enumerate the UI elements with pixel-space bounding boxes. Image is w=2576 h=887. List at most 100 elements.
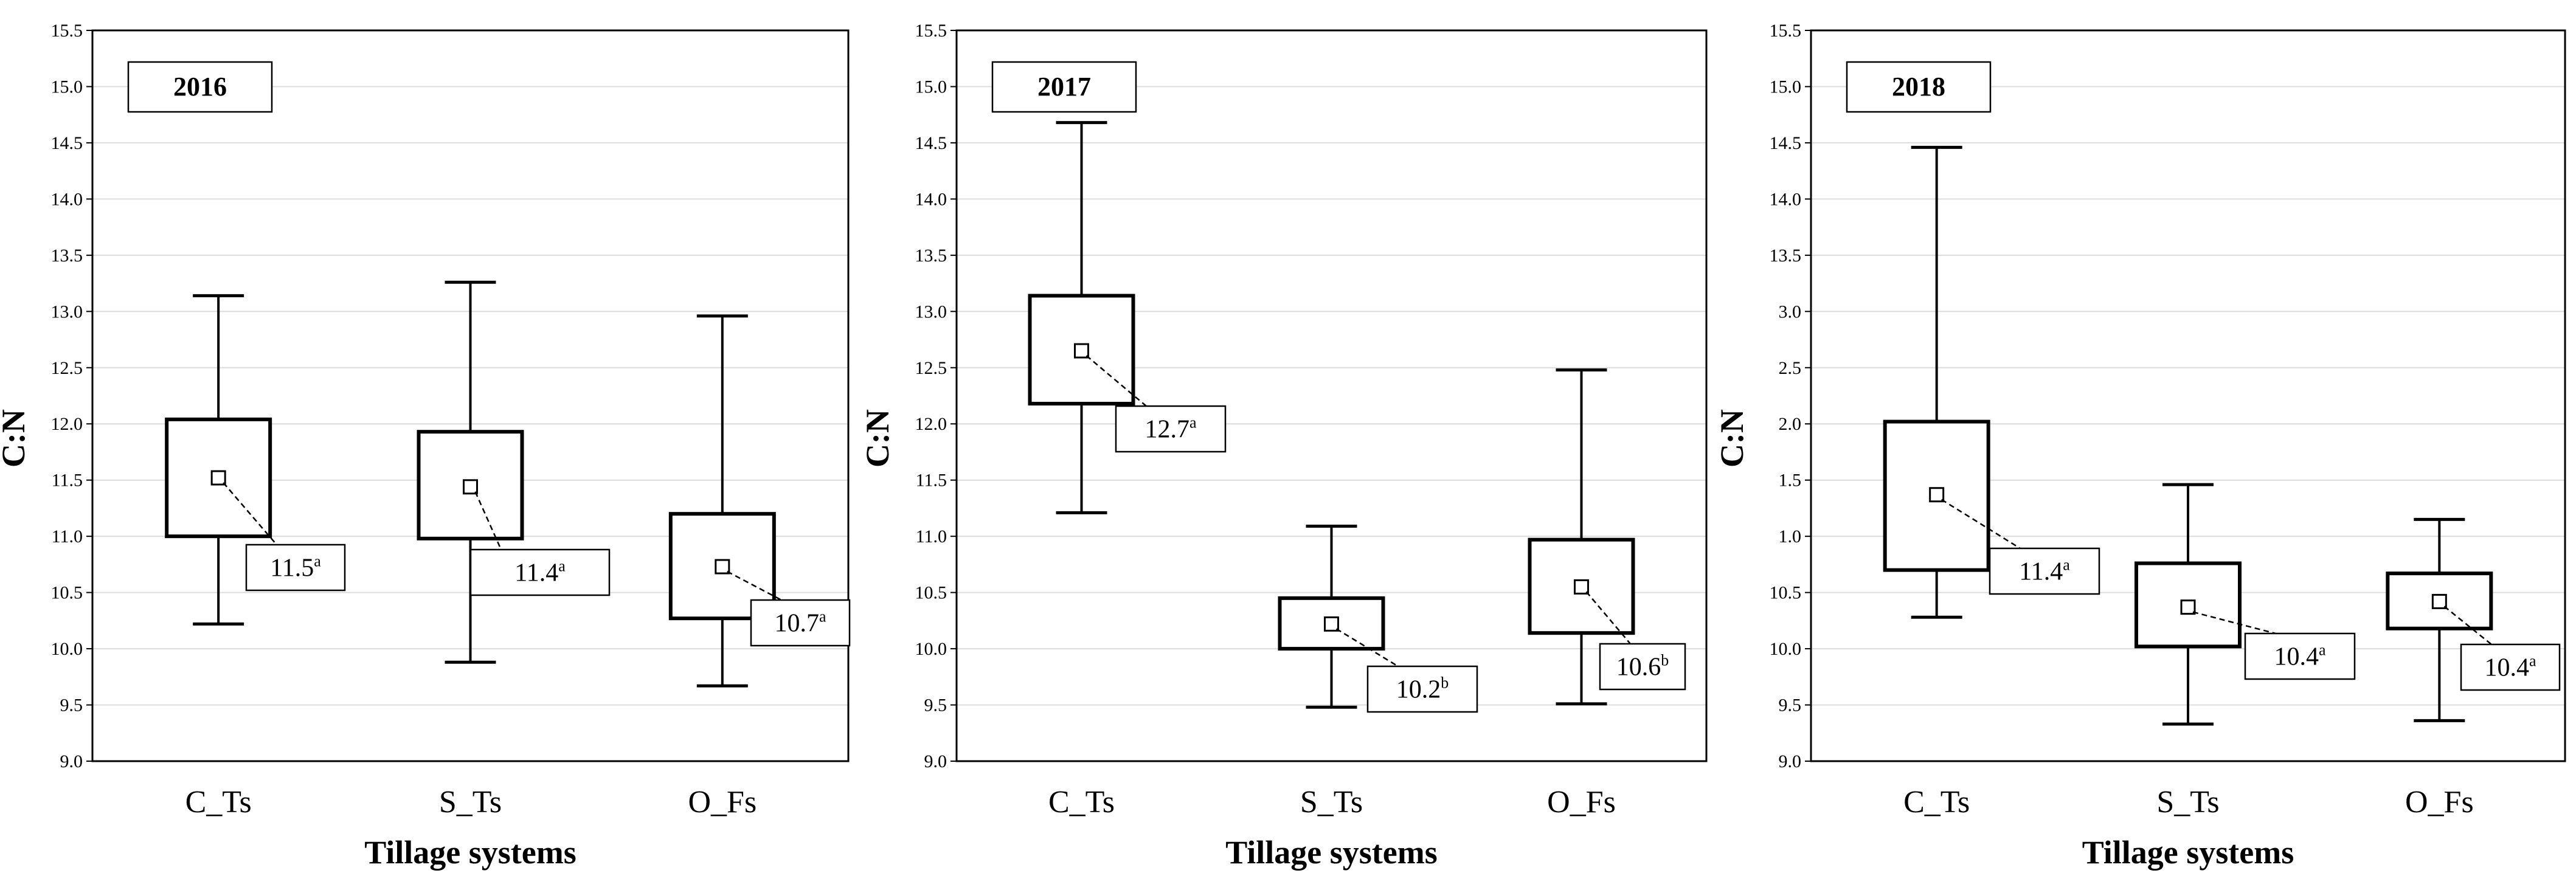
mean-value-label: 10.4a xyxy=(2274,641,2326,671)
y-tick-label: 12.0 xyxy=(915,414,947,434)
y-tick-label: 3.0 xyxy=(1779,302,1802,322)
significance-letter: a xyxy=(558,557,566,575)
y-tick-label: 10.5 xyxy=(1770,583,1802,603)
y-tick-label: 11.5 xyxy=(916,471,947,491)
box-C_Ts: 11.4a xyxy=(1883,145,2100,619)
significance-letter: a xyxy=(2319,641,2326,659)
callout-leader xyxy=(2192,611,2276,635)
y-tick-label: 12.0 xyxy=(51,414,83,434)
callout-box xyxy=(750,599,851,647)
year-label: 2016 xyxy=(127,61,273,113)
y-tick-label: 12.5 xyxy=(915,358,947,378)
mean-marker xyxy=(2431,593,2447,609)
y-tick-label: 9.0 xyxy=(60,751,83,771)
box-O_Fs: 10.7a xyxy=(668,314,851,688)
chart-panel-2018: 9.0 9.5 10.0 10.5 1.0 1.5 2.0 2.5 3.0 13.5 14.0 14.… xyxy=(1714,21,2566,871)
plot-frame xyxy=(91,29,850,762)
y-tick-label: 13.0 xyxy=(915,302,947,322)
year-label-text: 2018 xyxy=(1892,72,1945,102)
y-tick-label: 11.0 xyxy=(916,526,947,547)
x-category-label: S_Ts xyxy=(2156,785,2219,820)
mean-value-label: 10.6b xyxy=(1616,652,1669,682)
mean-marker xyxy=(1074,343,1089,359)
y-tick-label: 15.0 xyxy=(1770,77,1802,97)
mean-marker xyxy=(715,559,730,575)
box-S_Ts: 10.2b xyxy=(1278,525,1478,713)
callout-box xyxy=(1115,405,1227,453)
y-axis-title: C:N xyxy=(0,409,32,468)
y-tick-label: 9.5 xyxy=(1779,695,1802,716)
callout-leader xyxy=(1941,499,2021,550)
year-label: 2017 xyxy=(991,61,1137,113)
callout-box xyxy=(469,548,611,596)
year-label: 2018 xyxy=(1846,61,1992,113)
y-tick-label: 1.0 xyxy=(1779,526,1802,547)
mean-marker xyxy=(1929,487,1945,503)
plot-frame xyxy=(1810,29,2566,762)
y-tick-label: 14.5 xyxy=(915,133,947,153)
x-category-label: O_Fs xyxy=(688,785,757,820)
mean-value-label: 12.7a xyxy=(1144,414,1197,444)
callout-leader xyxy=(727,570,782,601)
callout-box xyxy=(2244,632,2356,680)
x-axis-title: Tillage systems xyxy=(2082,834,2294,871)
x-category-label: S_Ts xyxy=(439,785,502,820)
mean-value-label: 11.4a xyxy=(514,557,566,587)
y-tick-label: 9.0 xyxy=(1779,751,1802,771)
mean-marker xyxy=(1574,579,1589,595)
x-axis-title: Tillage systems xyxy=(364,834,576,871)
callout-box xyxy=(2460,643,2561,691)
y-tick-label: 10.0 xyxy=(915,639,947,659)
mean-value-label: 11.4a xyxy=(2019,556,2070,586)
y-tick-label: 10.0 xyxy=(51,639,83,659)
callout-leader xyxy=(1585,591,1631,644)
mean-marker xyxy=(1324,616,1339,632)
x-category-label: O_Fs xyxy=(2405,785,2474,820)
x-axis-title: Tillage systems xyxy=(1225,834,1438,871)
y-tick-label: 9.5 xyxy=(60,695,83,716)
mean-value-label: 10.7a xyxy=(774,608,826,638)
y-tick-label: 15.0 xyxy=(51,77,83,97)
mean-marker xyxy=(2180,599,2196,615)
y-tick-label: 11.5 xyxy=(52,471,83,491)
y-tick-label: 13.5 xyxy=(51,246,83,266)
callout-leader xyxy=(1335,628,1399,668)
box-O_Fs: 10.4a xyxy=(2386,517,2561,722)
y-tick-label: 9.5 xyxy=(924,695,947,716)
y-tick-label: 14.0 xyxy=(51,189,83,209)
year-label-box xyxy=(127,61,273,113)
x-category-label: S_Ts xyxy=(1300,785,1363,820)
y-tick-label: 14.5 xyxy=(1770,133,1802,153)
callout-leader xyxy=(2443,606,2492,645)
box-C_Ts: 12.7a xyxy=(1028,121,1227,514)
mean-marker xyxy=(210,470,226,486)
y-tick-label: 10.0 xyxy=(1770,639,1802,659)
x-category-label: C_Ts xyxy=(1903,785,1970,820)
y-tick-label: 2.0 xyxy=(1779,414,1802,434)
box-S_Ts: 10.4a xyxy=(2135,483,2356,726)
y-tick-label: 11.0 xyxy=(52,526,83,547)
y-tick-label: 15.0 xyxy=(915,77,947,97)
significance-letter: b xyxy=(1441,674,1449,692)
callout-box xyxy=(1989,547,2100,595)
y-tick-label: 10.5 xyxy=(51,583,83,603)
y-tick-label: 15.5 xyxy=(51,21,83,41)
y-tick-label: 15.5 xyxy=(1770,21,1802,41)
x-category-label: C_Ts xyxy=(1048,785,1115,820)
y-tick-label: 14.5 xyxy=(51,133,83,153)
y-tick-label: 14.0 xyxy=(915,189,947,209)
mean-value-label: 10.2b xyxy=(1396,674,1449,704)
callout-box xyxy=(1599,643,1686,691)
callout-box xyxy=(245,544,346,592)
interquartile-box xyxy=(2386,571,2493,630)
callout-box xyxy=(1366,665,1478,713)
significance-letter: a xyxy=(2063,556,2070,574)
y-tick-label: 9.0 xyxy=(924,751,947,771)
y-tick-label: 13.0 xyxy=(51,302,83,322)
y-axis-title: C:N xyxy=(859,409,896,468)
mean-marker xyxy=(463,479,478,495)
significance-letter: a xyxy=(819,608,826,626)
y-tick-label: 10.5 xyxy=(915,583,947,603)
y-tick-label: 15.5 xyxy=(915,21,947,41)
